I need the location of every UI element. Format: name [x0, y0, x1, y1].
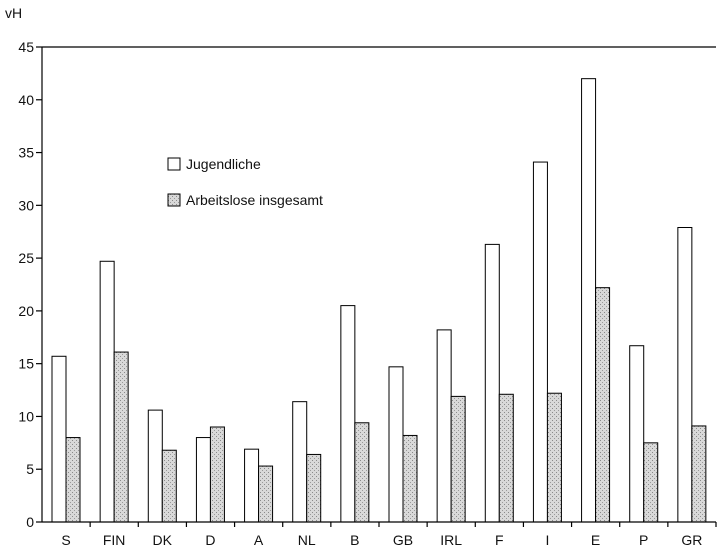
x-tick-label: P [639, 532, 648, 548]
bar-jugendliche [532, 161, 548, 523]
y-tick-label: 20 [18, 303, 34, 319]
bar-arbeitslose-insgesamt [546, 392, 562, 523]
bar-jugendliche [292, 401, 308, 523]
x-tick-label: GB [393, 532, 413, 548]
x-tick-label: F [495, 532, 504, 548]
bar-jugendliche [484, 243, 500, 523]
bar-arbeitslose-insgesamt [595, 287, 611, 523]
bar-jugendliche [629, 345, 645, 523]
x-tick-label: D [205, 532, 215, 548]
x-axis: S FIN DK D A NL B GB IRL F I E P GR [61, 522, 717, 548]
bar-arbeitslose-insgesamt [306, 453, 322, 523]
bar-jugendliche [195, 437, 211, 523]
x-tick-label: DK [153, 532, 173, 548]
bar-jugendliche [677, 227, 693, 523]
legend-label-arbeitslose: Arbeitslose insgesamt [186, 192, 323, 208]
y-axis: 0 5 10 15 20 25 30 35 40 45 [18, 39, 716, 530]
x-tick-label: IRL [440, 532, 462, 548]
bar-arbeitslose-insgesamt [450, 395, 466, 523]
x-tick-label: A [254, 532, 264, 548]
y-axis-label: vH [5, 5, 22, 21]
y-tick-label: 40 [18, 92, 34, 108]
y-tick-label: 15 [18, 356, 34, 372]
bar-arbeitslose-insgesamt [691, 425, 707, 523]
bar-jugendliche [147, 409, 163, 523]
bar-arbeitslose-insgesamt [209, 426, 225, 523]
y-tick-label: 35 [18, 145, 34, 161]
bar-jugendliche [581, 78, 597, 523]
y-tick-label: 45 [18, 39, 34, 55]
y-tick-label: 5 [26, 461, 34, 477]
bars-group [51, 78, 707, 523]
y-tick-label: 10 [18, 408, 34, 424]
bar-arbeitslose-insgesamt [354, 422, 370, 523]
legend-label-jugendliche: Jugendliche [186, 156, 261, 172]
x-tick-label: E [591, 532, 600, 548]
bar-arbeitslose-insgesamt [402, 434, 418, 523]
x-tick-label: FIN [103, 532, 126, 548]
x-tick-label: S [61, 532, 70, 548]
bar-arbeitslose-insgesamt [643, 442, 659, 523]
legend-swatch-jugendliche [167, 157, 181, 171]
x-tick-label: NL [298, 532, 316, 548]
bar-jugendliche [99, 260, 115, 523]
bar-arbeitslose-insgesamt [161, 449, 177, 523]
legend-swatch-arbeitslose [167, 193, 181, 207]
bar-arbeitslose-insgesamt [65, 437, 81, 523]
bar-arbeitslose-insgesamt [113, 351, 129, 523]
bar-arbeitslose-insgesamt [498, 393, 514, 523]
bar-jugendliche [388, 366, 404, 523]
x-tick-label: GR [681, 532, 702, 548]
bar-arbeitslose-insgesamt [258, 465, 274, 523]
bar-jugendliche [436, 329, 452, 523]
bar-jugendliche [51, 355, 67, 523]
bar-jugendliche [244, 448, 260, 523]
y-tick-label: 25 [18, 250, 34, 266]
y-tick-label: 0 [26, 514, 34, 530]
x-tick-label: I [545, 532, 549, 548]
bar-jugendliche [340, 305, 356, 523]
legend: Jugendliche Arbeitslose insgesamt [167, 156, 323, 208]
x-tick-label: B [350, 532, 359, 548]
y-tick-label: 30 [18, 197, 34, 213]
